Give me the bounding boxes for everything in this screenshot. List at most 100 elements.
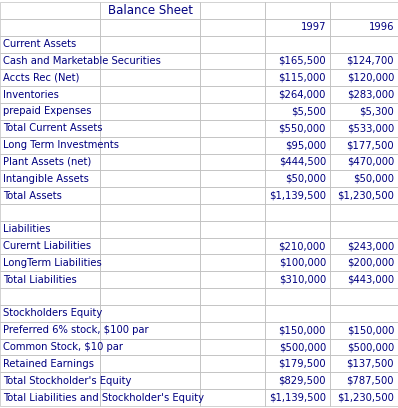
- Bar: [330, 153, 398, 171]
- Text: $1,139,500: $1,139,500: [269, 392, 326, 403]
- Text: Total Liabilities: Total Liabilities: [3, 275, 77, 285]
- Bar: [265, 322, 330, 339]
- Text: $137,500: $137,500: [347, 359, 394, 369]
- Text: $165,500: $165,500: [278, 56, 326, 66]
- Bar: [265, 120, 330, 137]
- Bar: [265, 204, 330, 221]
- Bar: [100, 373, 200, 389]
- Bar: [200, 339, 265, 355]
- Bar: [200, 204, 265, 221]
- Bar: [200, 86, 265, 103]
- Text: Intangible Assets: Intangible Assets: [3, 174, 89, 184]
- Bar: [330, 36, 398, 53]
- Bar: [330, 103, 398, 120]
- Text: $124,700: $124,700: [347, 56, 394, 66]
- Text: Current Assets: Current Assets: [3, 39, 76, 49]
- Bar: [265, 305, 330, 322]
- Text: $500,000: $500,000: [279, 342, 326, 352]
- Bar: [265, 255, 330, 271]
- Bar: [330, 238, 398, 255]
- Bar: [330, 2, 398, 19]
- Bar: [200, 2, 265, 19]
- Bar: [0, 2, 100, 19]
- Text: Long Term Investments: Long Term Investments: [3, 140, 119, 150]
- Bar: [200, 255, 265, 271]
- Bar: [200, 53, 265, 69]
- Bar: [265, 271, 330, 288]
- Text: Common Stock, $10 par: Common Stock, $10 par: [3, 342, 123, 352]
- Bar: [0, 339, 100, 355]
- Text: $787,500: $787,500: [347, 376, 394, 386]
- Bar: [330, 255, 398, 271]
- Bar: [100, 137, 200, 153]
- Bar: [330, 221, 398, 238]
- Bar: [0, 271, 100, 288]
- Bar: [0, 120, 100, 137]
- Text: Balance Sheet: Balance Sheet: [107, 4, 193, 17]
- Text: Liabilities: Liabilities: [3, 224, 51, 234]
- Text: $443,000: $443,000: [347, 275, 394, 285]
- Bar: [100, 355, 200, 373]
- Bar: [330, 204, 398, 221]
- Bar: [265, 19, 330, 36]
- Text: Curernt Liabilities: Curernt Liabilities: [3, 241, 91, 251]
- Bar: [200, 373, 265, 389]
- Text: $283,000: $283,000: [347, 90, 394, 100]
- Text: $177,500: $177,500: [346, 140, 394, 150]
- Text: Stockholders Equity: Stockholders Equity: [3, 308, 102, 318]
- Bar: [265, 153, 330, 171]
- Text: Total Liabilities and Stockholder's Equity: Total Liabilities and Stockholder's Equi…: [3, 392, 204, 403]
- Bar: [100, 255, 200, 271]
- Text: Plant Assets (net): Plant Assets (net): [3, 157, 92, 167]
- Text: $500,000: $500,000: [347, 342, 394, 352]
- Text: $179,500: $179,500: [278, 359, 326, 369]
- Bar: [265, 2, 330, 19]
- Bar: [265, 36, 330, 53]
- Bar: [200, 103, 265, 120]
- Bar: [100, 171, 200, 187]
- Text: $310,000: $310,000: [279, 275, 326, 285]
- Text: $1,230,500: $1,230,500: [337, 392, 394, 403]
- Text: Preferred 6% stock, $100 par: Preferred 6% stock, $100 par: [3, 325, 149, 335]
- Text: Retained Earnings: Retained Earnings: [3, 359, 94, 369]
- Text: $243,000: $243,000: [347, 241, 394, 251]
- Bar: [0, 322, 100, 339]
- Bar: [330, 271, 398, 288]
- Bar: [265, 389, 330, 406]
- Text: Inventories: Inventories: [3, 90, 59, 100]
- Bar: [330, 137, 398, 153]
- Bar: [200, 187, 265, 204]
- Bar: [100, 103, 200, 120]
- Bar: [100, 2, 200, 19]
- Bar: [0, 221, 100, 238]
- Bar: [330, 19, 398, 36]
- Bar: [100, 69, 200, 86]
- Bar: [0, 69, 100, 86]
- Bar: [330, 86, 398, 103]
- Text: Cash and Marketable Securities: Cash and Marketable Securities: [3, 56, 161, 66]
- Bar: [265, 171, 330, 187]
- Bar: [0, 171, 100, 187]
- Text: $5,300: $5,300: [359, 106, 394, 116]
- Text: $200,000: $200,000: [347, 258, 394, 268]
- Text: $5,500: $5,500: [291, 106, 326, 116]
- Text: Total Assets: Total Assets: [3, 191, 62, 201]
- Bar: [330, 389, 398, 406]
- Bar: [100, 86, 200, 103]
- Bar: [265, 288, 330, 305]
- Bar: [330, 339, 398, 355]
- Bar: [200, 171, 265, 187]
- Text: $100,000: $100,000: [279, 258, 326, 268]
- Bar: [330, 171, 398, 187]
- Bar: [100, 36, 200, 53]
- Bar: [0, 137, 100, 153]
- Bar: [200, 288, 265, 305]
- Text: 1996: 1996: [369, 22, 394, 32]
- Bar: [200, 19, 265, 36]
- Bar: [0, 204, 100, 221]
- Bar: [330, 288, 398, 305]
- Bar: [330, 69, 398, 86]
- Bar: [265, 339, 330, 355]
- Text: Accts Rec (Net): Accts Rec (Net): [3, 73, 80, 83]
- Bar: [0, 86, 100, 103]
